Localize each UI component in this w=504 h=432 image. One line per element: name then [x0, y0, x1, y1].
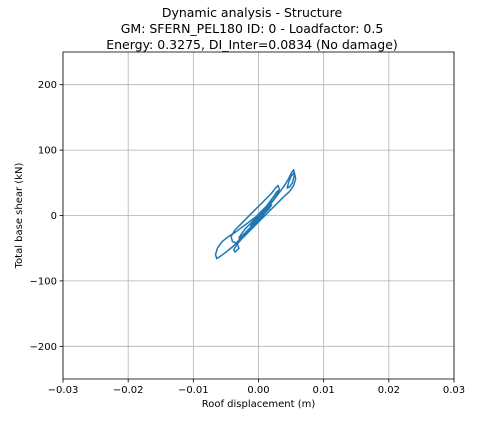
x-tick-label: 0.03: [443, 385, 465, 396]
series-line: [214, 168, 297, 260]
y-tick-label: 100: [38, 146, 57, 157]
y-tick-label: −100: [30, 276, 57, 287]
x-tick-label: −0.02: [113, 385, 144, 396]
y-tick-label: −200: [30, 342, 57, 353]
x-tick-label: 0.01: [313, 385, 335, 396]
x-tick-label: −0.03: [48, 385, 79, 396]
chart-title-line-1: Dynamic analysis - Structure: [161, 5, 343, 20]
y-axis-label: Total base shear (kN): [14, 163, 25, 270]
y-tick-label: 0: [51, 211, 57, 222]
y-tick-label: 200: [38, 80, 57, 91]
chart-title-line-3: Energy: 0.3275, DI_Inter=0.0834 (No dama…: [106, 37, 398, 52]
x-tick-label: −0.01: [178, 385, 209, 396]
x-axis-label: Roof displacement (m): [202, 399, 316, 410]
ticks: −0.03 −0.02 −0.01 0.00 0.01 0.02 0.03 −200 −100 0…: [30, 80, 466, 396]
series-layer: [214, 168, 297, 260]
x-tick-label: 0.00: [247, 385, 269, 396]
chart-title-line-2: GM: SFERN_PEL180 ID: 0 - Loadfactor: 0.5: [120, 21, 384, 36]
x-tick-label: 0.02: [378, 385, 400, 396]
